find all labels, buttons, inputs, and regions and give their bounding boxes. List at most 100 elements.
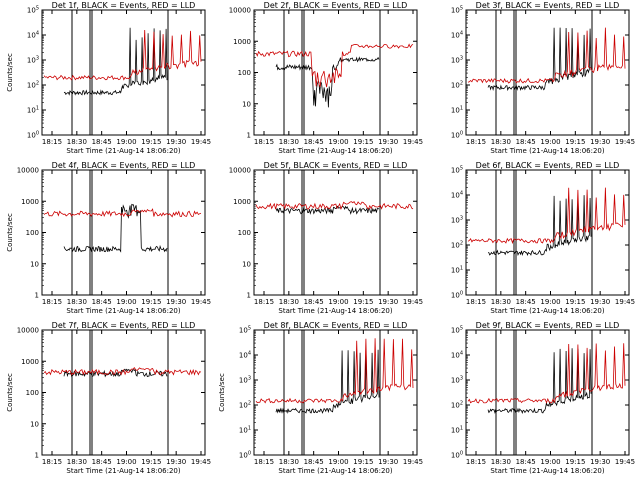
chart-panel-9: Det 9f, BLACK = Events, RED = LLD 100 101 1… [451, 321, 635, 475]
x-tick-label: 19:30 [378, 138, 398, 146]
chart-panel-1: Det 1f, BLACK = Events, RED = LLD 100 101 1… [6, 1, 211, 155]
x-tick-label: 19:00 [328, 138, 348, 146]
x-tick-label: 19:15 [141, 458, 161, 466]
y-tick-label: 105 [451, 6, 463, 15]
y-tick-label: 103 [451, 216, 463, 225]
x-tick-label: 19:30 [166, 458, 186, 466]
y-tick-label: 1000 [233, 38, 251, 46]
x-tick-label: 19:15 [353, 138, 373, 146]
y-tick-label: 100 [239, 451, 251, 460]
y-tick-label: 100 [26, 389, 39, 397]
chart-panel-2: Det 2f, BLACK = Events, RED = LLD 1 10 100 1… [229, 1, 423, 155]
series-events-line [487, 195, 592, 257]
chart-panel-7: Det 7f, BLACK = Events, RED = LLD 1 10 100 1… [6, 321, 211, 475]
series-lld-line [467, 27, 626, 84]
x-tick-label: 19:45 [403, 298, 423, 306]
x-tick-label: 18:30 [491, 138, 511, 146]
y-tick-label: 101 [239, 426, 251, 435]
chart-title: Det 5f, BLACK = Events, RED = LLD [264, 161, 408, 170]
series-events-line [487, 348, 592, 414]
x-tick-label: 19:30 [378, 458, 398, 466]
y-tick-label: 102 [451, 401, 463, 410]
x-axis-label: Start Time (21-Aug-14 18:06:20) [490, 147, 604, 155]
x-tick-label: 18:45 [304, 458, 324, 466]
plot-frame [253, 169, 418, 296]
x-tick-label: 19:00 [540, 458, 560, 466]
chart-panel-6: Det 6f, BLACK = Events, RED = LLD 100 101 1… [451, 161, 635, 315]
y-tick-label: 102 [27, 81, 39, 90]
x-tick-label: 18:45 [516, 458, 536, 466]
chart-title: Det 2f, BLACK = Events, RED = LLD [264, 1, 408, 10]
x-tick-label: 19:30 [166, 138, 186, 146]
y-tick-label: 103 [451, 56, 463, 65]
chart-title: Det 6f, BLACK = Events, RED = LLD [476, 161, 620, 170]
x-tick-label: 18:30 [491, 298, 511, 306]
x-tick-label: 19:45 [191, 298, 211, 306]
y-tick-label: 10 [30, 420, 39, 428]
x-tick-label: 19:15 [565, 458, 585, 466]
chart-title: Det 3f, BLACK = Events, RED = LLD [476, 1, 620, 10]
x-tick-label: 19:00 [116, 458, 136, 466]
y-tick-label: 101 [451, 426, 463, 435]
x-tick-label: 18:45 [516, 138, 536, 146]
chart-panel-3: Det 3f, BLACK = Events, RED = LLD 100 101 1… [451, 1, 635, 155]
y-tick-label: 105 [239, 326, 251, 335]
x-tick-label: 19:00 [116, 298, 136, 306]
chart-title: Det 8f, BLACK = Events, RED = LLD [264, 321, 408, 330]
x-tick-label: 18:30 [491, 458, 511, 466]
plot-frame [41, 329, 206, 456]
x-tick-label: 19:15 [353, 298, 373, 306]
x-tick-label: 19:30 [378, 298, 398, 306]
chart-title: Det 1f, BLACK = Events, RED = LLD [52, 1, 196, 10]
y-tick-label: 103 [239, 376, 251, 385]
x-axis-label: Start Time (21-Aug-14 18:06:20) [66, 307, 180, 315]
y-tick-label: 10 [30, 260, 39, 268]
x-tick-label: 18:30 [67, 298, 87, 306]
series-lld-line [43, 367, 202, 376]
y-tick-label: 104 [451, 31, 463, 40]
y-tick-label: 103 [451, 376, 463, 385]
chart-panel-4: Det 4f, BLACK = Events, RED = LLD 1 10 100 1… [6, 161, 211, 315]
x-tick-label: 18:45 [304, 298, 324, 306]
y-tick-label: 100 [451, 451, 463, 460]
x-tick-label: 19:45 [615, 298, 635, 306]
y-tick-label: 100 [27, 131, 39, 140]
x-tick-label: 18:45 [92, 138, 112, 146]
y-tick-label: 101 [451, 266, 463, 275]
chart-title: Det 4f, BLACK = Events, RED = LLD [52, 161, 196, 170]
chart-panel-8: Det 8f, BLACK = Events, RED = LLD 100 101 1… [218, 321, 423, 475]
series-events-line [275, 56, 380, 108]
series-lld-line [43, 29, 202, 81]
x-tick-label: 18:30 [67, 458, 87, 466]
x-tick-label: 18:30 [279, 458, 299, 466]
x-tick-label: 19:30 [590, 458, 610, 466]
y-tick-label: 105 [451, 326, 463, 335]
x-tick-label: 19:30 [590, 138, 610, 146]
y-axis-label: Counts/sec [6, 53, 14, 92]
x-tick-label: 19:45 [403, 138, 423, 146]
chart-title: Det 9f, BLACK = Events, RED = LLD [476, 321, 620, 330]
x-axis-label: Start Time (21-Aug-14 18:06:20) [278, 307, 392, 315]
x-tick-label: 18:30 [67, 138, 87, 146]
y-tick-label: 1000 [21, 198, 39, 206]
y-axis-label: Counts/sec [218, 373, 226, 412]
plot-frame [41, 169, 206, 296]
x-tick-label: 19:15 [141, 298, 161, 306]
x-tick-label: 18:45 [92, 298, 112, 306]
x-tick-label: 19:00 [540, 138, 560, 146]
x-tick-label: 18:15 [42, 138, 62, 146]
y-tick-label: 1000 [21, 358, 39, 366]
x-tick-label: 19:45 [191, 138, 211, 146]
x-tick-label: 18:45 [516, 298, 536, 306]
series-lld-line [467, 187, 626, 245]
series-events-line [63, 27, 168, 96]
y-tick-label: 10000 [229, 7, 251, 15]
y-tick-label: 103 [27, 56, 39, 65]
x-tick-label: 18:15 [42, 458, 62, 466]
y-tick-label: 10000 [17, 327, 39, 335]
x-tick-label: 18:15 [42, 298, 62, 306]
y-tick-label: 1 [35, 292, 39, 300]
y-tick-label: 101 [27, 106, 39, 115]
x-axis-label: Start Time (21-Aug-14 18:06:20) [278, 467, 392, 475]
